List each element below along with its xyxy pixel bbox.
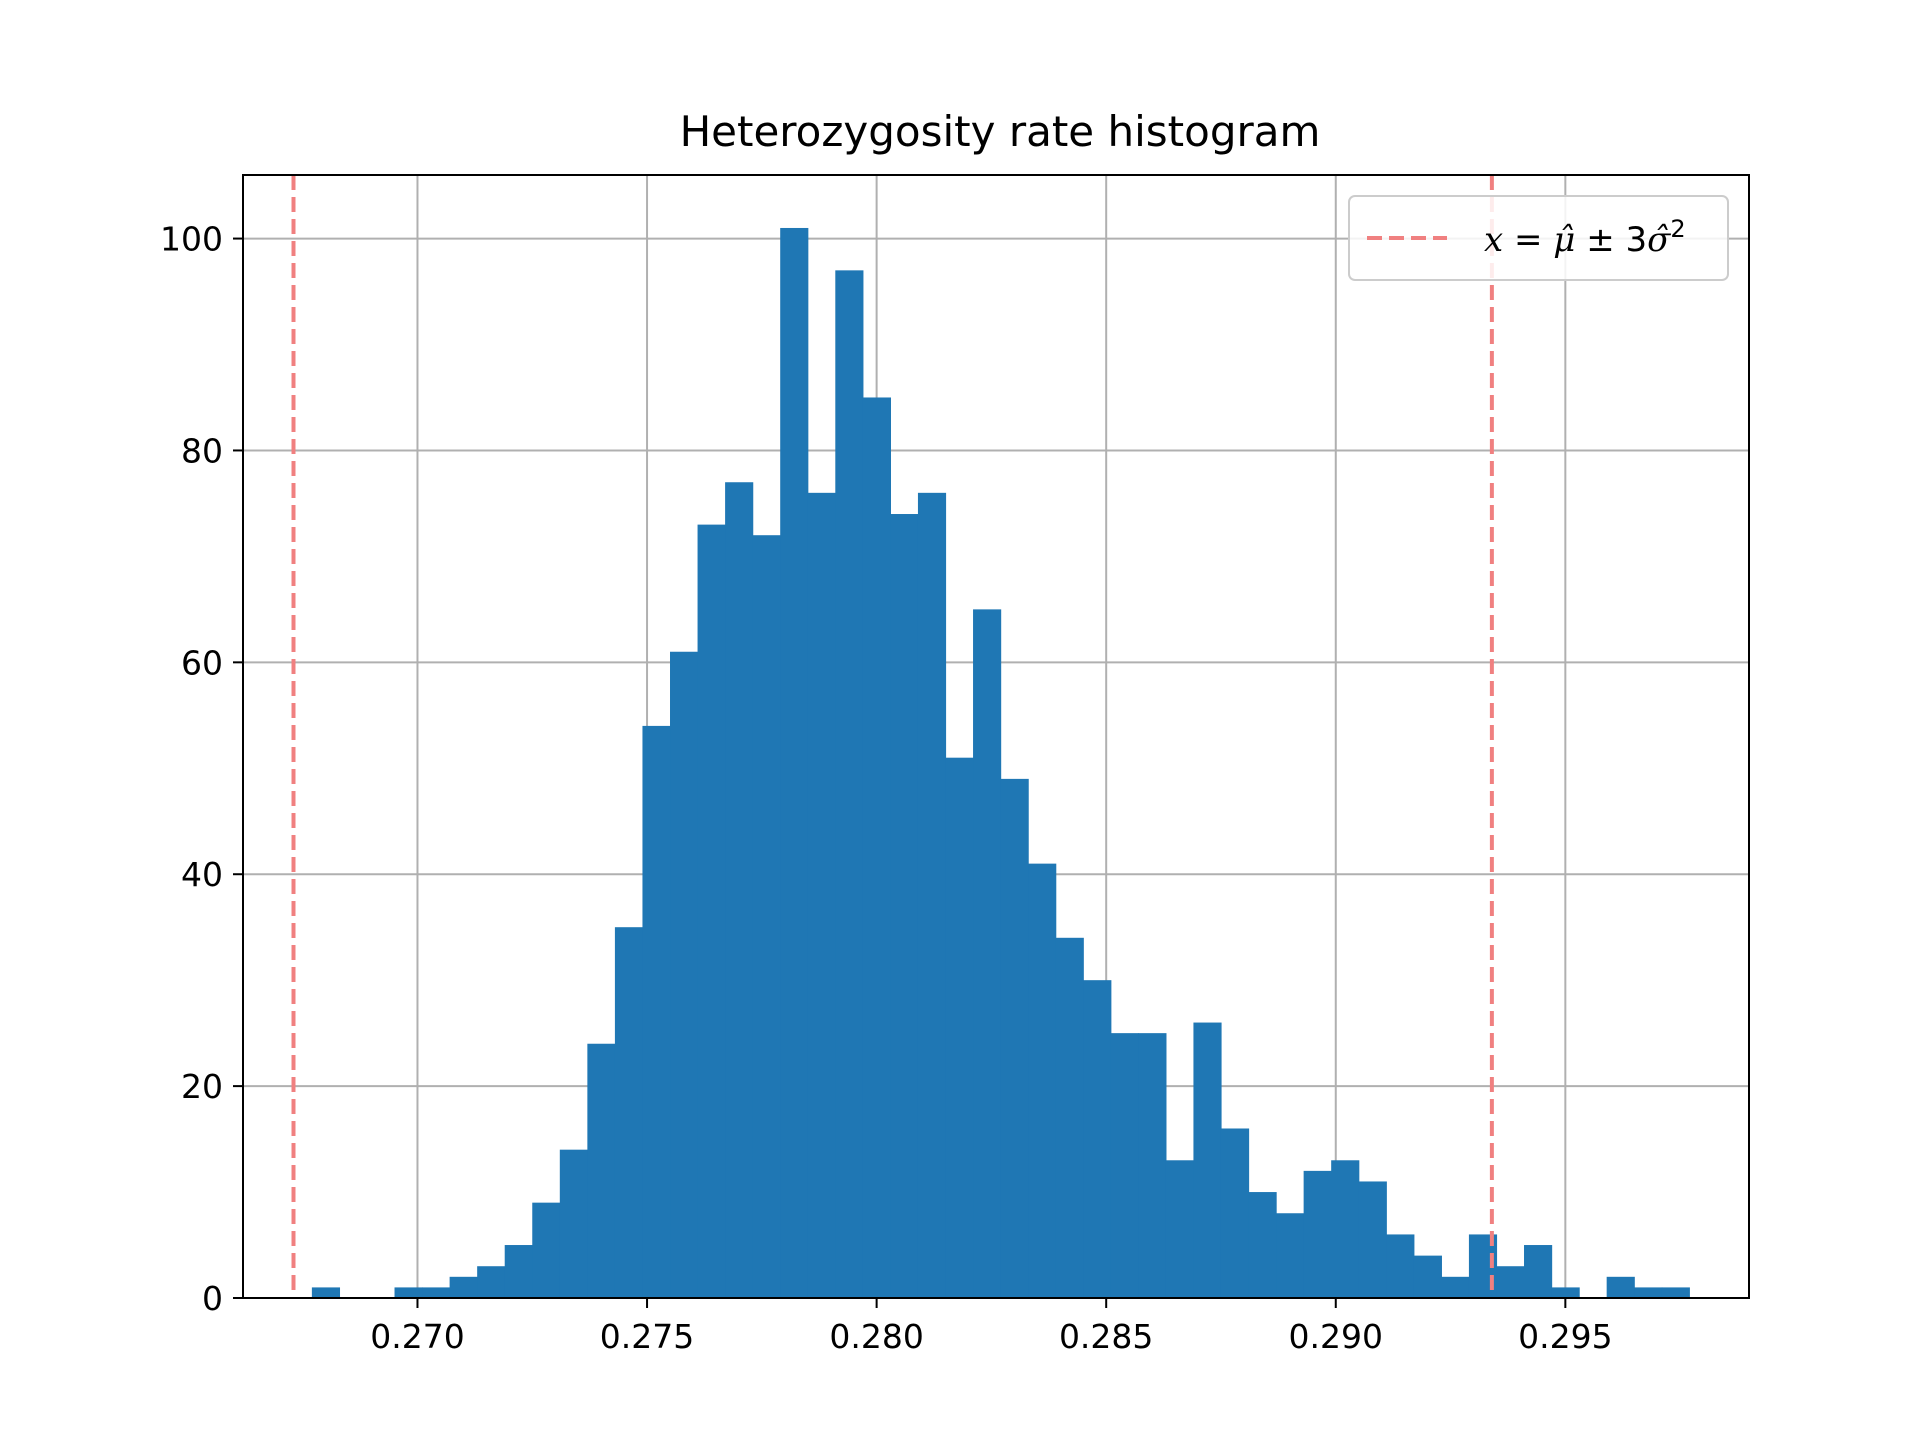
- histogram-bar: [587, 1043, 616, 1298]
- x-tick-label: 0.270: [370, 1317, 464, 1356]
- y-axis-ticks: 0 20 40 60 80 100: [160, 220, 243, 1318]
- histogram-bar: [1110, 1033, 1139, 1298]
- histogram-bar: [642, 725, 671, 1298]
- x-tick-label: 0.290: [1289, 1317, 1383, 1356]
- histogram-bar: [1661, 1287, 1690, 1298]
- histogram-bar: [1413, 1255, 1442, 1298]
- x-axis-ticks: 0.270 0.275 0.280 0.285 0.290 0.295: [370, 1298, 1613, 1356]
- legend-label: x = μ̂ ± 3σ̂2: [1484, 215, 1686, 260]
- chart-title: Heterozygosity rate histogram: [680, 107, 1321, 156]
- y-tick-label: 0: [202, 1279, 223, 1318]
- histogram-bar: [862, 397, 891, 1298]
- y-tick-label: 80: [181, 431, 223, 470]
- histogram-bar: [311, 1287, 341, 1298]
- histogram-bar: [1606, 1276, 1635, 1298]
- legend-box: [1348, 195, 1729, 281]
- histogram-bar: [1331, 1160, 1360, 1298]
- histogram-bar: [394, 1287, 423, 1298]
- histogram-bar: [835, 270, 864, 1298]
- x-tick-label: 0.275: [600, 1317, 694, 1356]
- histogram-bar: [477, 1266, 506, 1298]
- histogram-bar: [945, 757, 974, 1298]
- histogram-bar: [449, 1276, 478, 1298]
- legend-label-sup: 2: [1670, 215, 1685, 243]
- histogram-bar: [1386, 1234, 1415, 1298]
- histogram-bar: [422, 1287, 451, 1298]
- legend-label-sigma: σ̂: [1647, 220, 1671, 260]
- histogram-bar: [1441, 1276, 1470, 1298]
- x-tick-label: 0.280: [829, 1317, 923, 1356]
- histogram-bar: [752, 535, 781, 1298]
- y-tick-label: 40: [181, 855, 223, 894]
- histogram-bar: [1551, 1287, 1580, 1298]
- histogram-bar: [973, 609, 1002, 1298]
- y-tick-label: 60: [181, 643, 223, 682]
- histogram-bar: [1358, 1181, 1387, 1298]
- histogram-bar: [559, 1149, 588, 1298]
- histogram-bar: [1303, 1170, 1332, 1298]
- histogram-bar: [1634, 1287, 1663, 1298]
- x-tick-label: 0.295: [1518, 1317, 1612, 1356]
- legend: x = μ̂ ± 3σ̂2: [1348, 195, 1729, 281]
- histogram-bar: [807, 492, 836, 1298]
- histogram-bar: [1220, 1128, 1250, 1298]
- histogram-bar: [1083, 980, 1112, 1298]
- histogram-bars: [311, 227, 1690, 1299]
- reference-lines: [291, 175, 1494, 1298]
- plot-frame: [242, 174, 1750, 1299]
- histogram-bar: [780, 227, 809, 1299]
- histogram-bar: [1028, 863, 1057, 1298]
- histogram-bar: [504, 1245, 533, 1298]
- legend-label-mu: μ̂: [1553, 220, 1575, 260]
- histogram-bar: [917, 492, 947, 1298]
- histogram-bar: [697, 524, 726, 1298]
- histogram-bar: [1248, 1192, 1277, 1298]
- y-tick-label: 20: [181, 1067, 223, 1106]
- histogram-bar: [725, 482, 754, 1298]
- legend-label-eq: =: [1503, 220, 1553, 260]
- histogram-bar: [1055, 937, 1084, 1298]
- histogram-bar: [1138, 1033, 1167, 1298]
- histogram-bar: [1524, 1245, 1553, 1298]
- histogram-bar: [1000, 778, 1029, 1298]
- histogram-bar: [1165, 1160, 1195, 1298]
- y-tick-label: 100: [160, 220, 223, 259]
- histogram-bar: [1276, 1213, 1305, 1298]
- legend-label-x: x: [1484, 220, 1503, 260]
- histogram-bar: [1496, 1266, 1525, 1298]
- histogram-bar: [532, 1202, 561, 1298]
- x-tick-label: 0.285: [1059, 1317, 1153, 1356]
- legend-label-pm: ± 3: [1575, 220, 1647, 260]
- histogram-bar: [1193, 1022, 1222, 1298]
- histogram-bar: [670, 651, 699, 1298]
- histogram-bar: [614, 927, 644, 1298]
- histogram-bar: [890, 514, 919, 1298]
